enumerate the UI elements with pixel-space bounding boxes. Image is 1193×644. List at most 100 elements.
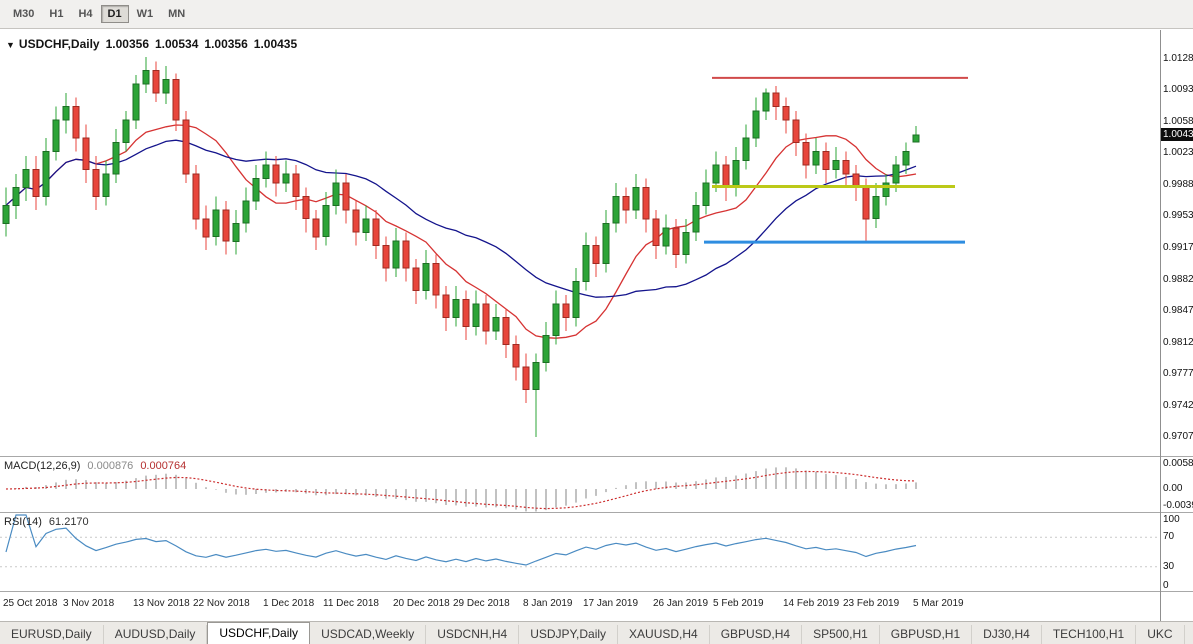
candle-body [382, 245, 390, 269]
rsi-axis-label: 30 [1163, 561, 1175, 572]
chart-tab-dj30[interactable]: DJ30,H4 [972, 625, 1042, 644]
candle-body [262, 164, 270, 179]
candle-body [202, 218, 210, 238]
candle-body [102, 173, 110, 197]
chart-tab-ukc[interactable]: UKC [1136, 625, 1185, 644]
candle-body [72, 106, 80, 139]
rsi-axis-label: 100 [1163, 514, 1180, 525]
candle-body [602, 222, 610, 265]
candle-body [722, 164, 730, 188]
macd-indicator-panel[interactable] [0, 457, 1160, 512]
chart-tab-sp500[interactable]: SP500,H1 [802, 625, 880, 644]
rsi-line [5, 514, 917, 566]
timeframe-button-h4[interactable]: H4 [78, 8, 93, 20]
candle-body [292, 173, 300, 197]
date-axis-label: 14 Feb 2019 [783, 598, 840, 609]
candle-body [162, 79, 170, 94]
candle-body [902, 151, 910, 166]
timeframe-button-w1[interactable]: W1 [136, 8, 154, 20]
chart-tab-gbpusd[interactable]: GBPUSD,H4 [710, 625, 803, 644]
chart-tab-usdchf[interactable]: USDCHF,Daily [207, 622, 311, 644]
candle-body [662, 227, 670, 247]
macd-label: MACD(12,26,9) 0.000876 0.000764 [4, 460, 186, 472]
candle-body [112, 142, 120, 175]
panel-separator[interactable] [0, 591, 1193, 592]
candle-body [562, 303, 570, 319]
rsi-axis-label: 0 [1163, 580, 1169, 591]
chart-tab-tech100[interactable]: TECH100,H1 [1042, 625, 1137, 644]
candle-body [752, 110, 760, 139]
chart-symbol-label: USDCHF,Daily [18, 37, 100, 51]
candle-body [832, 159, 840, 170]
ohlc-high: 1.00534 [155, 37, 199, 51]
date-axis-label: 3 Nov 2018 [63, 598, 115, 609]
chart-tab-xauusd[interactable]: XAUUSD,H4 [618, 625, 710, 644]
candle-body [622, 195, 630, 211]
timeframe-button-mn[interactable]: MN [168, 8, 186, 20]
candle-body [232, 222, 240, 242]
chart-tab-usdjpy[interactable]: USDJPY,Daily [519, 625, 619, 644]
chart-tab-audusd[interactable]: AUDUSD,Daily [104, 625, 208, 644]
candle-body [342, 182, 350, 211]
chart-tab-usdcad[interactable]: USDCAD,Weekly [310, 625, 427, 644]
ma-slow-navy-line [5, 139, 917, 298]
date-axis-label: 29 Dec 2018 [453, 598, 510, 609]
date-axis[interactable]: 25 Oct 2018 3 Nov 2018 13 Nov 2018 22 Nov 2… [0, 592, 1160, 621]
candle-body [62, 106, 70, 121]
candle-body [272, 164, 280, 184]
timeframe-toolbar: M30 H1 H4 D1 W1 MN [0, 0, 1193, 29]
rsi-indicator-panel[interactable] [0, 513, 1160, 591]
timeframe-button-d1[interactable]: D1 [100, 5, 129, 23]
candle-body [612, 195, 620, 224]
ohlc-close: 1.00435 [253, 37, 298, 51]
chart-tab-eurusd[interactable]: EURUSD,Daily [0, 625, 104, 644]
candle-body [322, 204, 330, 238]
panel-separator[interactable] [0, 512, 1193, 513]
candle-body [522, 366, 530, 390]
chart-tab-usdcnh[interactable]: USDCNH,H4 [426, 625, 520, 644]
timeframe-button-h1[interactable]: H1 [49, 8, 64, 20]
ma-fast-red-line [5, 124, 917, 339]
candle-body [192, 173, 200, 220]
candle-body [642, 186, 650, 220]
main-price-chart[interactable] [0, 30, 1160, 456]
candle-body [242, 200, 250, 224]
candle-body [682, 231, 690, 256]
date-axis-label: 25 Oct 2018 [3, 598, 58, 609]
rsi-name: RSI(14) [4, 516, 42, 528]
candle-body [572, 281, 580, 319]
candle-body [22, 168, 30, 188]
candle-body [672, 227, 680, 256]
rsi-label: RSI(14) 61.2170 [4, 516, 89, 528]
candle-body [482, 303, 490, 332]
date-axis-label: 1 Dec 2018 [263, 598, 315, 609]
timeframe-button-m30[interactable]: M30 [13, 8, 35, 20]
candle-body [2, 204, 10, 224]
price-axis-label: 0.97070 [1163, 431, 1193, 442]
candle-body [822, 151, 830, 170]
date-axis-label: 11 Dec 2018 [323, 598, 379, 609]
candle-body [542, 335, 550, 363]
candle-body [402, 240, 410, 269]
chart-tab-gbpusd[interactable]: GBPUSD,H1 [880, 625, 973, 644]
candle-body [812, 151, 820, 166]
candle-body [872, 195, 880, 220]
candle-body [442, 294, 450, 319]
candle-body [712, 164, 720, 184]
candle-body [422, 263, 430, 292]
panel-separator[interactable] [0, 456, 1193, 457]
date-axis-label: 5 Mar 2019 [913, 598, 964, 609]
candle-body [882, 182, 890, 197]
date-axis-label: 26 Jan 2019 [653, 598, 709, 609]
candle-body [632, 186, 640, 211]
